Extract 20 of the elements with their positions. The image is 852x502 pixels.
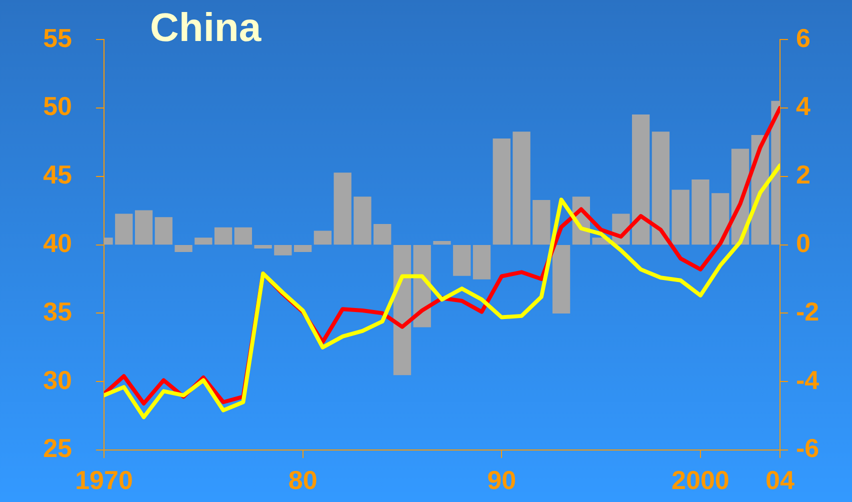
y2-tick-label: 6 xyxy=(796,22,810,53)
y2-tick-label: 0 xyxy=(796,228,810,258)
y-tick-label: 35 xyxy=(43,296,72,326)
x-tick-label: 80 xyxy=(288,464,318,495)
y-tick-label: 25 xyxy=(43,433,72,464)
y2-tick-label: 2 xyxy=(796,160,810,190)
chart-title: China xyxy=(150,6,262,51)
y2-tick-label: -4 xyxy=(796,364,820,395)
y2-tick-label: 4 xyxy=(796,91,811,122)
y-tick-label: 55 xyxy=(43,22,72,53)
x-tick-label: 04 xyxy=(766,464,795,495)
y-tick-label: 45 xyxy=(43,160,72,190)
y2-tick-label: -6 xyxy=(796,433,820,464)
y-tick-label: 50 xyxy=(43,91,72,122)
x-tick-label: 90 xyxy=(487,464,516,495)
x-tick-label: 1970 xyxy=(75,464,133,495)
y2-tick-label: -2 xyxy=(796,296,820,326)
y-tick-label: 40 xyxy=(43,228,72,258)
y-tick-label: 30 xyxy=(43,364,72,395)
x-tick-label: 2000 xyxy=(672,464,730,495)
